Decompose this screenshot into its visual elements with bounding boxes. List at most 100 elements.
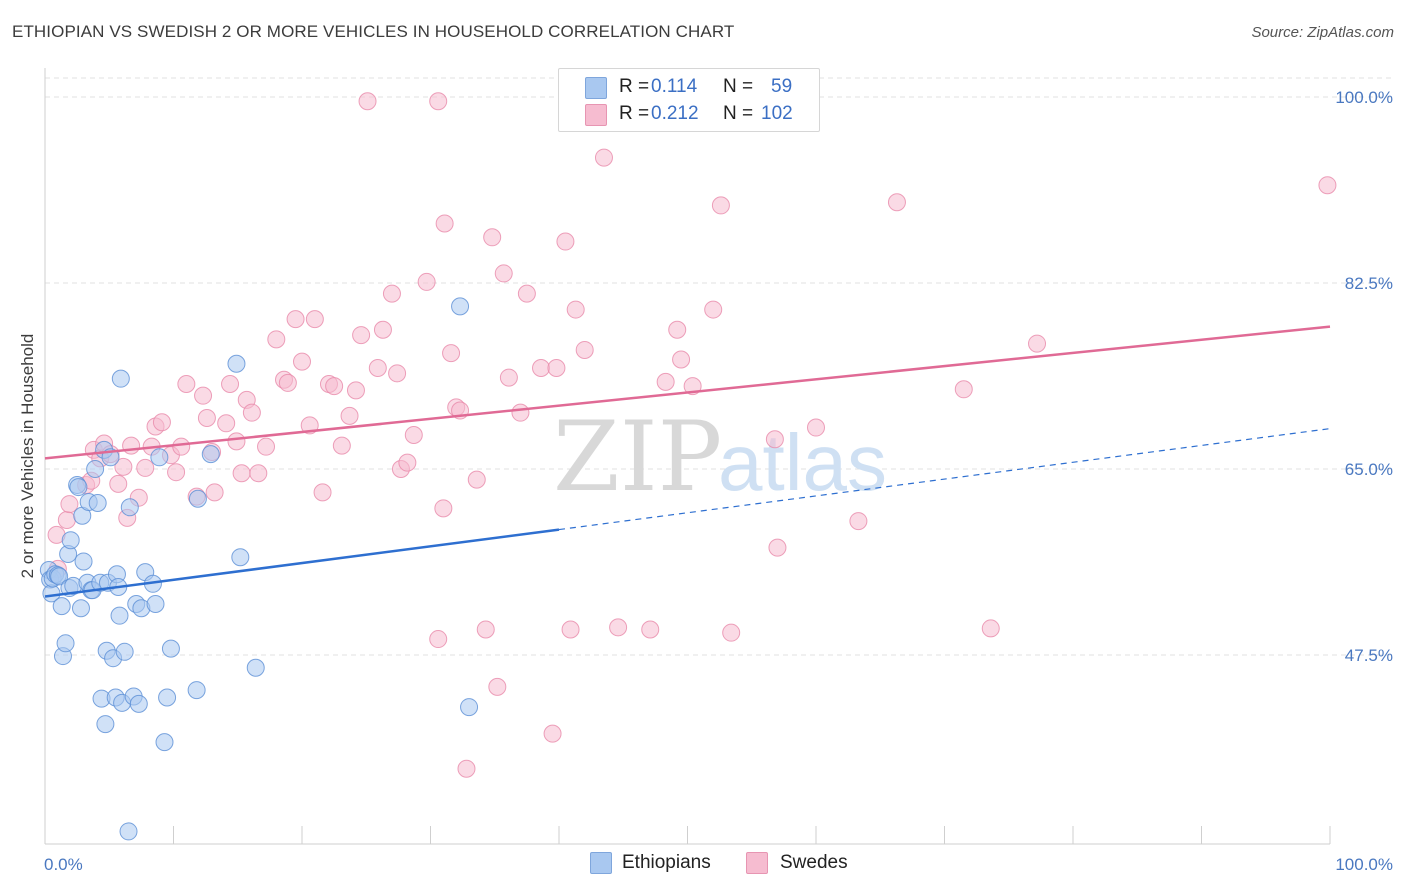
y-tick-label-2: 82.5% xyxy=(1345,274,1393,293)
swedes-point-38 xyxy=(278,373,297,392)
swedes-point-39 xyxy=(286,310,305,329)
trend-lines xyxy=(44,325,1331,598)
grid-lines xyxy=(45,77,1395,656)
ethiopians-point-37 xyxy=(111,369,130,388)
swedes-point-20 xyxy=(167,463,186,482)
ethiopians-trend-extension xyxy=(558,428,1331,531)
swedes-point-100 xyxy=(1318,176,1337,195)
ethiopians-point-7 xyxy=(52,597,71,616)
swedes-point-29 xyxy=(221,374,240,393)
swedes-point-74 xyxy=(517,284,536,303)
swedes-point-51 xyxy=(368,359,387,378)
swedes-point-62 xyxy=(435,214,454,233)
swedes-point-79 xyxy=(561,620,580,639)
watermark-atlas: atlas xyxy=(718,418,887,507)
swedes-point-82 xyxy=(594,148,613,167)
swedes-point-73 xyxy=(511,403,530,422)
swedes-point-40 xyxy=(293,352,311,371)
ethiopians-point-15 xyxy=(69,478,88,497)
swedes-point-87 xyxy=(672,350,691,369)
swedes-point-96 xyxy=(887,193,906,212)
swedes-swatch xyxy=(585,104,607,126)
ethiopians-point-28 xyxy=(96,715,115,734)
watermark-zip: ZIP xyxy=(553,401,722,513)
swedes-point-58 xyxy=(417,272,436,291)
swedes-point-13 xyxy=(122,436,141,455)
swedes-point-47 xyxy=(340,406,359,425)
ethiopians-point-59 xyxy=(460,698,479,717)
swedes-point-67 xyxy=(467,470,486,489)
swedes-point-83 xyxy=(609,618,628,637)
swedes-point-3 xyxy=(60,495,79,514)
bottom-ethiopians-swatch xyxy=(590,852,612,874)
axes xyxy=(44,68,1331,845)
swedes-series xyxy=(47,92,1337,778)
swedes-point-78 xyxy=(556,232,575,251)
swedes-point-86 xyxy=(668,320,687,339)
x-tick-label-max: 100.0% xyxy=(1335,855,1393,874)
swedes-point-36 xyxy=(267,330,286,349)
swedes-point-28 xyxy=(217,414,236,433)
swedes-point-11 xyxy=(114,457,133,476)
swedes-point-42 xyxy=(305,310,324,329)
swedes-point-45 xyxy=(325,377,344,396)
eth-n-label: N = xyxy=(723,76,754,97)
ethiopians-trend-line xyxy=(44,528,560,598)
source-credit: Source: ZipAtlas.com xyxy=(1251,24,1394,41)
bottom-swedes-swatch xyxy=(746,852,768,874)
ethiopians-point-55 xyxy=(227,354,246,373)
swedes-point-49 xyxy=(352,326,371,345)
ethiopians-point-24 xyxy=(88,494,107,513)
ethiopians-point-9 xyxy=(56,634,75,653)
ethiopians-point-53 xyxy=(188,489,207,508)
swedes-point-69 xyxy=(483,228,502,247)
swedes-point-90 xyxy=(711,196,730,215)
ethiopians-point-50 xyxy=(158,688,177,707)
ethiopians-swatch xyxy=(585,77,607,99)
swedes-point-46 xyxy=(332,436,351,455)
swedes-point-99 xyxy=(1028,334,1047,353)
swedes-point-50 xyxy=(358,92,377,111)
y-axis-title: 2 or more Vehicles in Household xyxy=(18,334,37,579)
ethiopians-point-47 xyxy=(146,594,165,613)
swedes-point-70 xyxy=(488,677,507,696)
swe-r-label: R = xyxy=(619,103,650,124)
y-tick-label-3: 100.0% xyxy=(1335,88,1393,107)
swedes-point-94 xyxy=(807,418,825,437)
ethiopians-point-43 xyxy=(129,694,148,713)
swedes-point-43 xyxy=(313,483,332,502)
swedes-point-54 xyxy=(388,364,407,383)
swedes-point-61 xyxy=(434,499,453,518)
y-tick-label-1: 65.0% xyxy=(1345,460,1393,479)
swedes-point-92 xyxy=(765,430,784,449)
swedes-point-76 xyxy=(543,724,562,743)
swedes-point-93 xyxy=(768,538,787,557)
swedes-point-35 xyxy=(257,437,276,456)
swedes-trend-line xyxy=(44,325,1331,460)
swedes-point-15 xyxy=(136,458,155,477)
swedes-point-53 xyxy=(382,284,401,303)
swedes-point-63 xyxy=(442,344,461,363)
swedes-point-59 xyxy=(429,630,448,649)
ethiopians-point-56 xyxy=(231,548,250,567)
swedes-point-81 xyxy=(566,300,585,319)
swedes-point-75 xyxy=(532,359,551,378)
ethiopians-point-51 xyxy=(161,639,180,658)
swedes-point-2 xyxy=(57,511,76,530)
ethiopians-point-49 xyxy=(155,733,174,752)
ethiopians-point-16 xyxy=(71,599,90,618)
ethiopians-series xyxy=(39,297,479,841)
swedes-point-34 xyxy=(249,464,268,483)
swedes-point-57 xyxy=(404,425,423,444)
swedes-point-21 xyxy=(172,437,191,456)
swedes-point-27 xyxy=(205,483,224,502)
ethiopians-point-36 xyxy=(110,606,129,625)
eth-r-value: 0.114 xyxy=(651,76,698,97)
ethiopians-point-57 xyxy=(246,658,265,677)
ethiopians-point-48 xyxy=(150,448,169,467)
swedes-point-31 xyxy=(232,464,251,483)
ethiopians-point-6 xyxy=(50,567,69,586)
swedes-point-56 xyxy=(398,453,417,472)
correlation-legend: R = 0.114 N = 59 R = 0.212 N = 102 xyxy=(558,68,820,132)
